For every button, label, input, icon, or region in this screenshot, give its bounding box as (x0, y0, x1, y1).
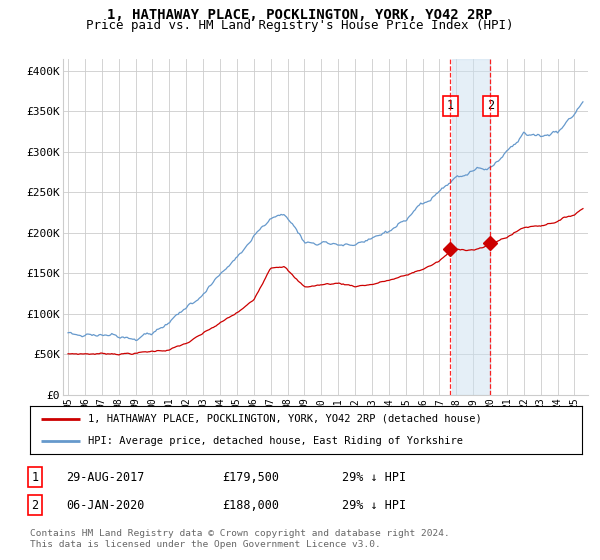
Text: 1, HATHAWAY PLACE, POCKLINGTON, YORK, YO42 2RP (detached house): 1, HATHAWAY PLACE, POCKLINGTON, YORK, YO… (88, 414, 482, 424)
Text: 29% ↓ HPI: 29% ↓ HPI (342, 498, 406, 512)
Text: £179,500: £179,500 (222, 470, 279, 484)
Text: 06-JAN-2020: 06-JAN-2020 (66, 498, 145, 512)
Text: 1: 1 (447, 99, 454, 113)
Text: 1, HATHAWAY PLACE, POCKLINGTON, YORK, YO42 2RP: 1, HATHAWAY PLACE, POCKLINGTON, YORK, YO… (107, 8, 493, 22)
Text: 2: 2 (31, 498, 38, 512)
Text: Contains HM Land Registry data © Crown copyright and database right 2024.
This d: Contains HM Land Registry data © Crown c… (30, 529, 450, 549)
Text: 29% ↓ HPI: 29% ↓ HPI (342, 470, 406, 484)
Text: 29-AUG-2017: 29-AUG-2017 (66, 470, 145, 484)
Text: £188,000: £188,000 (222, 498, 279, 512)
Text: 1: 1 (31, 470, 38, 484)
Text: Price paid vs. HM Land Registry's House Price Index (HPI): Price paid vs. HM Land Registry's House … (86, 19, 514, 32)
Text: HPI: Average price, detached house, East Riding of Yorkshire: HPI: Average price, detached house, East… (88, 436, 463, 446)
Text: 2: 2 (487, 99, 494, 113)
